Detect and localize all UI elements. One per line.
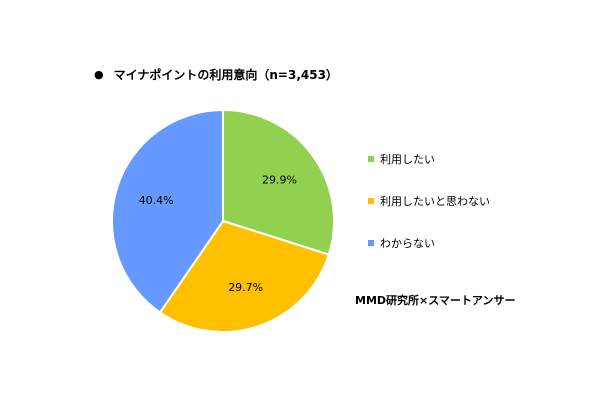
slice-data-label-2: 40.4%	[139, 194, 174, 207]
legend-label-2: わからない	[380, 237, 435, 250]
legend-swatch-2	[368, 240, 374, 246]
chart-title-text: マイナポイントの利用意向（n=3,453）	[113, 68, 338, 82]
slice-data-label-0: 29.9%	[262, 174, 297, 187]
legend-label-0: 利用したい	[380, 153, 435, 166]
legend-label-1: 利用したいと思わない	[380, 195, 490, 208]
pie-slice-1	[158, 219, 331, 333]
chart-title: ● マイナポイントの利用意向（n=3,453）	[94, 66, 338, 83]
legend-swatch-0	[368, 156, 374, 162]
legend-item-0: 利用したい	[368, 152, 490, 166]
source-credit: MMD研究所×スマートアンサー	[355, 294, 516, 307]
legend-item-2: わからない	[368, 236, 490, 250]
pie-slice-2	[111, 108, 224, 314]
slice-data-label-1: 29.7%	[228, 281, 263, 294]
legend: 利用したい利用したいと思わない わからない	[368, 152, 490, 278]
pie-slice-0	[222, 108, 335, 256]
title-bullet: ●	[94, 68, 104, 81]
legend-item-1: 利用したいと思わない	[368, 194, 490, 208]
legend-swatch-1	[368, 198, 374, 204]
